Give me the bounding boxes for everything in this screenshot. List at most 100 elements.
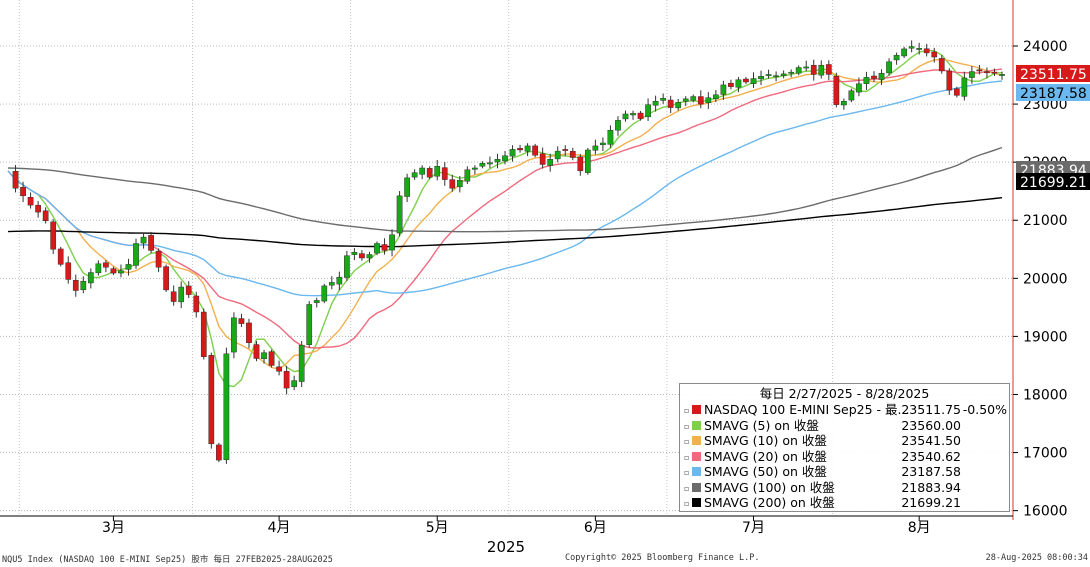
value-tag-label: 21699.21 — [1020, 175, 1087, 191]
candle-body — [833, 76, 840, 105]
legend-entry: ▫ SMAVG (200) on 收盤 21699.21 — [680, 495, 1009, 511]
candle-body — [923, 48, 930, 54]
candle-body — [456, 179, 463, 188]
candle-body — [118, 270, 124, 274]
candle-body — [449, 179, 456, 189]
candle-body — [223, 353, 230, 460]
candle-body — [743, 78, 749, 83]
legend-series-value: 23541.50 — [901, 433, 961, 448]
candle-body — [178, 286, 185, 303]
candle-body — [976, 69, 983, 72]
candle-body — [637, 112, 644, 119]
value-tag-label: 23187.58 — [1020, 86, 1087, 102]
legend-series-value: 21883.94 — [901, 479, 961, 495]
candle-body — [472, 167, 478, 170]
candle-body — [600, 142, 606, 146]
legend-series-value: 23511.75 — [901, 402, 961, 417]
y-tick-label: 23000 — [1023, 97, 1068, 113]
candle-body — [810, 64, 817, 75]
legend-series-value: 23187.58 — [901, 464, 961, 479]
candle-body — [381, 244, 388, 251]
candle-body — [351, 251, 358, 255]
y-tick-label: 18000 — [1023, 387, 1068, 403]
candle-body — [705, 97, 712, 103]
y-tick-label: 20000 — [1023, 271, 1068, 287]
candle-body — [622, 113, 629, 120]
candle-body — [42, 210, 49, 222]
candle-body — [630, 113, 636, 116]
candle-body — [953, 88, 960, 96]
candle-body — [886, 61, 892, 74]
candle-body — [871, 75, 877, 79]
legend-entry: ▫ SMAVG (5) on 收盤 23560.00 — [680, 418, 1009, 434]
candle-body — [938, 58, 945, 72]
candle-body — [396, 195, 403, 234]
legend-entry: ▫ SMAVG (100) on 收盤 21883.94 — [680, 480, 1009, 496]
candle-body — [592, 145, 599, 151]
candle-body — [841, 100, 847, 106]
x-axis-ticks: 3月 4月 5月 6月 7月 8月 — [102, 516, 931, 536]
candle-body — [253, 344, 260, 359]
candle-body — [12, 171, 19, 189]
month-label: 3月 — [102, 520, 125, 536]
ma-line — [7, 197, 1003, 248]
candle-body — [110, 268, 117, 274]
candle-body — [328, 282, 335, 286]
legend-marker-icon: ▫ — [684, 499, 690, 508]
candle-body — [735, 79, 742, 88]
candle-body — [268, 351, 275, 366]
candle-body — [283, 371, 290, 389]
candle-body — [87, 272, 94, 284]
candle-body — [103, 262, 109, 268]
legend-series-name: SMAVG (10) on 收盤 — [704, 433, 827, 448]
candle-body — [615, 120, 621, 131]
legend-series-value: 21699.21 — [901, 495, 961, 510]
candle-body — [547, 159, 554, 166]
legend-series-value: 23540.62 — [901, 448, 961, 464]
candle-body — [246, 322, 252, 343]
footer-copyright: Copyright© 2025 Bloomberg Finance L.P. — [565, 553, 760, 563]
candle-body — [818, 64, 825, 76]
candle-body — [419, 167, 426, 175]
candle-body — [261, 352, 267, 360]
legend: 每日 2/27/2025 - 8/28/2025 ▫ NASDAQ 100 E-M… — [679, 383, 1010, 512]
candle-body — [532, 145, 538, 156]
candle-body — [313, 300, 320, 303]
candle-body — [660, 98, 666, 101]
candle-body — [125, 264, 132, 270]
candle-body — [931, 51, 938, 58]
legend-swatch — [692, 498, 701, 507]
candle-body — [893, 55, 900, 61]
candle-body — [720, 84, 727, 95]
candle-body — [276, 366, 282, 372]
candle-body — [148, 235, 154, 251]
candle-body — [509, 149, 516, 157]
legend-swatch — [692, 405, 701, 414]
value-tag: 23187.58 — [1016, 84, 1090, 102]
candle-body — [479, 163, 486, 167]
legend-swatch — [692, 467, 701, 476]
candle-body — [682, 98, 689, 102]
legend-marker-icon: ▫ — [684, 468, 690, 477]
legend-series-name: SMAVG (5) on 收盤 — [704, 417, 819, 433]
legend-swatch — [692, 482, 701, 492]
legend-swatch — [692, 436, 701, 445]
candle-body — [916, 48, 923, 50]
candle-body — [238, 318, 245, 324]
candle-body — [441, 167, 448, 180]
y-tick-label: 19000 — [1023, 329, 1068, 345]
year-label: 2025 — [487, 538, 525, 556]
candle-body — [773, 75, 779, 78]
candle-body — [517, 148, 523, 151]
candle-body — [690, 96, 697, 101]
candle-body — [200, 311, 207, 357]
legend-series-name: SMAVG (200) on 收盤 — [704, 495, 835, 510]
candle-body — [464, 169, 471, 182]
candle-body — [140, 236, 147, 244]
candle-body — [231, 317, 237, 353]
candle-body — [569, 151, 576, 158]
ma-line — [7, 68, 1003, 349]
candle-body — [494, 159, 501, 163]
candle-body — [675, 102, 682, 109]
